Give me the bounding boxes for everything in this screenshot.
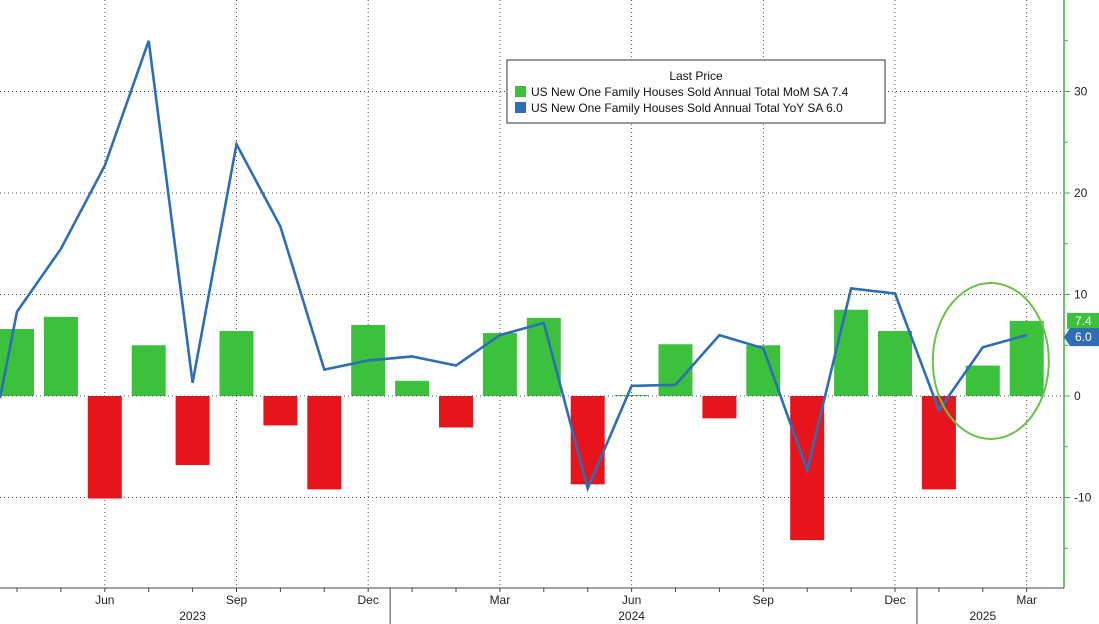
- year-label: 2025: [969, 609, 996, 623]
- y-axis: -10 0 10 20 30: [1063, 0, 1092, 588]
- legend: Last Price US New One Family Houses Sold…: [506, 59, 886, 124]
- bar: [702, 396, 737, 419]
- last-value-badges: 7.4 6.0: [1064, 312, 1099, 347]
- x-tick-label: Dec: [358, 593, 379, 607]
- year-label: 2024: [618, 609, 645, 623]
- mom-bars: [0, 309, 1044, 541]
- x-tick-label: Sep: [226, 593, 248, 607]
- bar: [526, 317, 561, 396]
- y-tick-label: 0: [1074, 389, 1081, 403]
- bar: [0, 329, 34, 396]
- year-label: 2023: [179, 609, 206, 623]
- legend-title: Last Price: [669, 69, 723, 83]
- x-tick-label: Mar: [490, 593, 511, 607]
- bar: [439, 396, 473, 428]
- bar: [131, 345, 166, 396]
- bar: [1009, 320, 1044, 396]
- x-axis: Jun Sep Dec Mar Jun Sep Dec Mar 2023 2024 2025: [0, 587, 1064, 624]
- yoy-line: [0, 40, 1028, 493]
- bar: [834, 309, 869, 396]
- bar: [263, 396, 298, 426]
- x-tick-label: Jun: [95, 593, 114, 607]
- bar: [878, 331, 912, 396]
- y-tick-label: -10: [1074, 491, 1092, 505]
- bar: [395, 380, 430, 396]
- bar: [87, 396, 122, 499]
- x-tick-label: Jun: [622, 593, 641, 607]
- x-tick-label: Dec: [884, 593, 905, 607]
- last-value-badge-mom-text: 7.4: [1075, 314, 1092, 328]
- legend-entry-yoy: US New One Family Houses Sold Annual Tot…: [531, 101, 843, 115]
- highlight-ellipse: [931, 282, 1050, 440]
- bar: [43, 316, 78, 396]
- legend-swatch-mom: [515, 86, 526, 97]
- x-tick-label: Mar: [1016, 593, 1037, 607]
- y-tick-label: 20: [1074, 186, 1088, 200]
- legend-entry-mom: US New One Family Houses Sold Annual Tot…: [531, 85, 849, 99]
- bar: [570, 396, 605, 485]
- y-tick-label: 10: [1074, 288, 1088, 302]
- x-tick-label: Sep: [753, 593, 775, 607]
- last-value-badge-yoy: [1064, 328, 1099, 347]
- yoy-line-path: [0, 40, 1028, 493]
- bar: [965, 365, 1000, 396]
- bar: [307, 396, 342, 490]
- last-value-badge-mom: [1067, 312, 1099, 329]
- last-value-badge-yoy-text: 6.0: [1075, 330, 1092, 344]
- legend-swatch-yoy: [515, 102, 526, 113]
- highlight-ellipse-shape: [931, 282, 1050, 440]
- bar: [175, 396, 210, 466]
- bar: [219, 331, 254, 396]
- legend-box: [506, 59, 886, 124]
- bar: [746, 345, 781, 396]
- bar: [614, 394, 649, 396]
- y-tick-label: 30: [1074, 85, 1088, 99]
